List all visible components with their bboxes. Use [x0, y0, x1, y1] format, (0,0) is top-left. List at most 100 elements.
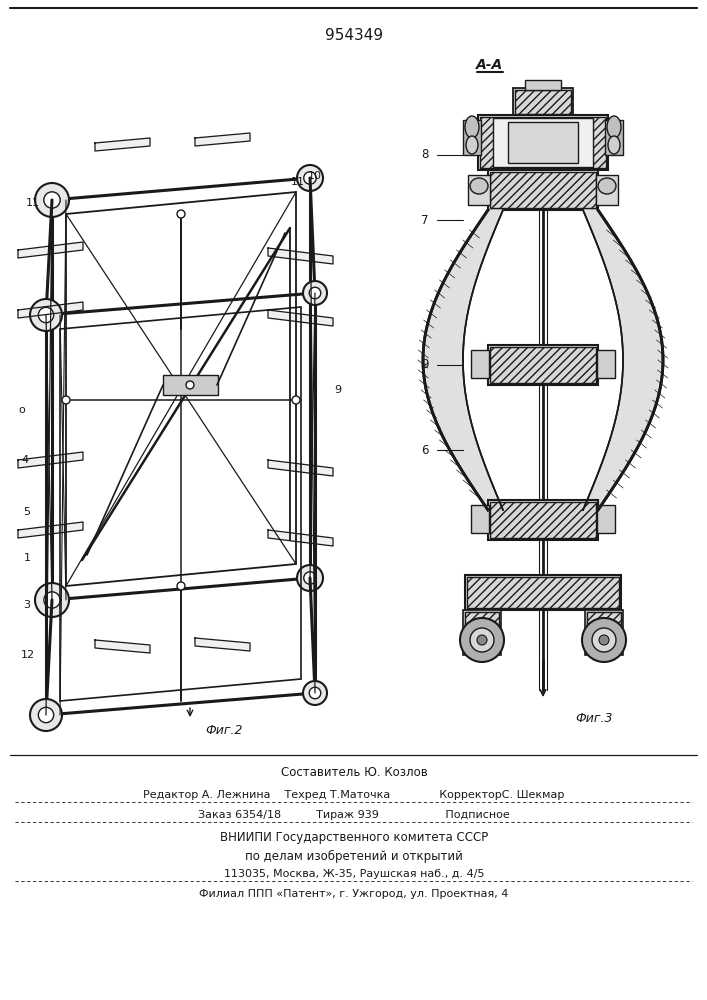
Bar	[596, 175, 618, 205]
Bar	[480, 117, 606, 168]
Ellipse shape	[465, 116, 479, 138]
Polygon shape	[268, 530, 333, 546]
Text: Фиг.2: Фиг.2	[205, 724, 243, 736]
Polygon shape	[18, 452, 83, 468]
Bar	[488, 170, 598, 210]
Polygon shape	[195, 133, 250, 146]
Circle shape	[177, 582, 185, 590]
Bar	[468, 175, 490, 205]
Circle shape	[297, 165, 323, 191]
Bar	[471, 350, 489, 378]
Ellipse shape	[470, 178, 488, 194]
Text: 11: 11	[26, 198, 40, 208]
Circle shape	[477, 635, 487, 645]
Circle shape	[38, 307, 54, 323]
Circle shape	[592, 628, 616, 652]
Bar	[515, 90, 571, 114]
Bar	[587, 612, 621, 653]
Bar	[467, 577, 619, 608]
Text: 9: 9	[334, 385, 341, 395]
Polygon shape	[268, 248, 333, 264]
Bar	[490, 502, 596, 538]
Text: 1: 1	[23, 553, 30, 563]
Circle shape	[35, 183, 69, 217]
Circle shape	[44, 192, 60, 208]
Polygon shape	[423, 210, 503, 510]
Text: 11: 11	[291, 177, 305, 187]
Text: 12: 12	[21, 650, 35, 660]
Ellipse shape	[608, 136, 620, 154]
Text: 954349: 954349	[325, 27, 383, 42]
Circle shape	[309, 687, 321, 699]
Text: Фиг.3: Фиг.3	[575, 712, 612, 724]
Text: по делам изобретений и открытий: по делам изобретений и открытий	[245, 849, 463, 863]
Bar	[463, 610, 501, 655]
Text: 8: 8	[421, 148, 428, 161]
Circle shape	[460, 618, 504, 662]
Text: 4: 4	[21, 455, 28, 465]
Circle shape	[582, 618, 626, 662]
Polygon shape	[18, 242, 83, 258]
Circle shape	[303, 281, 327, 305]
Circle shape	[35, 583, 69, 617]
Bar	[488, 500, 598, 540]
Polygon shape	[18, 522, 83, 538]
Bar	[465, 575, 621, 610]
Bar	[163, 375, 218, 395]
Polygon shape	[268, 310, 333, 326]
Text: Заказ 6354/18          Тираж 939                   Подписное: Заказ 6354/18 Тираж 939 Подписное	[198, 810, 510, 820]
Circle shape	[44, 592, 60, 608]
Circle shape	[304, 172, 316, 184]
Text: 5: 5	[23, 507, 30, 517]
Polygon shape	[95, 640, 150, 653]
Bar	[605, 120, 623, 155]
Text: ВНИИПИ Государственного комитета СССР: ВНИИПИ Государственного комитета СССР	[220, 832, 488, 844]
Bar	[490, 172, 596, 208]
Polygon shape	[268, 460, 333, 476]
Bar	[597, 505, 615, 533]
Bar	[508, 122, 578, 163]
Text: Редактор А. Лежнина    Техред Т.Маточка              КорректорС. Шекмар: Редактор А. Лежнина Техред Т.Маточка Кор…	[144, 790, 565, 800]
Text: Филиал ППП «Патент», г. Ужгород, ул. Проектная, 4: Филиал ППП «Патент», г. Ужгород, ул. Про…	[199, 889, 509, 899]
Bar	[478, 115, 608, 170]
Circle shape	[309, 287, 321, 299]
Polygon shape	[95, 138, 150, 151]
Circle shape	[186, 381, 194, 389]
Text: o: o	[18, 405, 25, 415]
Text: А-А: А-А	[477, 58, 503, 72]
Ellipse shape	[598, 178, 616, 194]
Bar	[585, 610, 623, 655]
Text: 3: 3	[23, 600, 30, 610]
Text: 7: 7	[421, 214, 428, 227]
Polygon shape	[195, 638, 250, 651]
Bar	[471, 505, 489, 533]
Bar	[463, 120, 481, 155]
Circle shape	[599, 635, 609, 645]
Bar	[465, 612, 499, 653]
Bar	[490, 347, 596, 383]
Circle shape	[177, 210, 185, 218]
Circle shape	[292, 396, 300, 404]
Circle shape	[62, 396, 70, 404]
Circle shape	[303, 681, 327, 705]
Circle shape	[470, 628, 494, 652]
Bar	[493, 118, 593, 167]
Ellipse shape	[607, 116, 621, 138]
Ellipse shape	[466, 136, 478, 154]
Circle shape	[297, 565, 323, 591]
Circle shape	[38, 707, 54, 723]
Bar	[488, 345, 598, 385]
Text: 113035, Москва, Ж-35, Раушская наб., д. 4/5: 113035, Москва, Ж-35, Раушская наб., д. …	[223, 869, 484, 879]
Text: Составитель Ю. Козлов: Составитель Ю. Козлов	[281, 766, 427, 778]
Bar	[525, 80, 561, 90]
Circle shape	[304, 572, 316, 584]
Bar	[513, 88, 573, 116]
Circle shape	[30, 299, 62, 331]
Text: 10: 10	[308, 171, 322, 181]
Circle shape	[30, 699, 62, 731]
Bar	[597, 350, 615, 378]
Polygon shape	[18, 302, 83, 318]
Text: 6: 6	[421, 444, 428, 456]
Polygon shape	[583, 210, 663, 510]
Text: 9: 9	[421, 359, 428, 371]
